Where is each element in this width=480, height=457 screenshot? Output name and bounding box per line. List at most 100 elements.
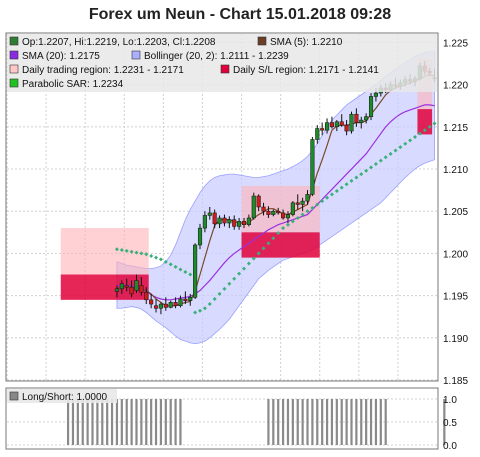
long-short-panel: 0.0 0.5 1.0 Long/Short: 1.0000 xyxy=(5,387,457,452)
candle-body xyxy=(285,214,291,219)
sar-point xyxy=(276,231,281,236)
legend-swatch-sl-region xyxy=(220,64,230,74)
candle xyxy=(354,108,359,127)
candle xyxy=(227,216,232,229)
sar-point xyxy=(398,145,403,150)
sar-point xyxy=(202,306,207,311)
long-short-bar xyxy=(81,399,84,445)
candle xyxy=(339,114,344,127)
sar-point xyxy=(427,124,432,129)
long-short-bar xyxy=(179,399,182,445)
candle-body xyxy=(217,217,222,225)
candle xyxy=(139,277,144,296)
long-short-bar xyxy=(281,399,285,445)
parabolic-sar-points xyxy=(114,121,437,315)
candle-body xyxy=(129,286,134,295)
legend-trading-region: Daily trading region: 1.2231 - 1.2171 xyxy=(22,65,184,76)
candle-body xyxy=(354,113,359,123)
candle xyxy=(359,116,364,129)
sar-point xyxy=(354,175,359,180)
long-short-bar xyxy=(164,399,167,445)
candle xyxy=(237,217,242,230)
sar-point xyxy=(300,212,305,217)
sub-y-tick-label: 0.0 xyxy=(443,441,457,452)
long-short-bar xyxy=(169,399,172,445)
candle-body xyxy=(222,217,227,224)
candle xyxy=(114,285,119,298)
candle xyxy=(144,287,149,305)
trading-region xyxy=(60,228,149,275)
sar-point xyxy=(359,172,364,177)
candle xyxy=(285,211,291,224)
long-short-bar xyxy=(330,399,334,445)
candle-body xyxy=(232,219,237,227)
sma20-line xyxy=(116,104,435,301)
candle-body xyxy=(241,221,247,225)
sub-y-tick-label: 0.5 xyxy=(443,418,457,429)
candle-body xyxy=(119,283,124,290)
long-short-bar xyxy=(286,399,290,445)
long-short-axis: 0.0 0.5 1.0 xyxy=(443,395,457,452)
candle xyxy=(193,243,198,299)
sar-point xyxy=(422,128,427,133)
legend-swatch-bollinger xyxy=(131,50,141,60)
legend-sl-region: Daily S/L region: 1.2171 - 1.2141 xyxy=(233,65,379,76)
long-short-bar xyxy=(66,399,70,445)
candle xyxy=(271,209,276,217)
long-short-bar xyxy=(110,399,114,445)
legend-ohlc: Op:1.2207, Hi:1.2219, Lo:1.2203, Cl:1.22… xyxy=(22,37,216,48)
candle-body xyxy=(325,122,330,131)
y-tick-label: 1.185 xyxy=(443,376,468,387)
candle xyxy=(320,122,325,136)
candle-body xyxy=(168,302,173,308)
long-short-bar xyxy=(365,399,368,445)
candle xyxy=(129,280,134,298)
candle-body xyxy=(163,303,168,308)
candle-body xyxy=(246,217,251,225)
y-tick-label: 1.190 xyxy=(443,334,468,345)
legend-sma5: SMA (5): 1.2210 xyxy=(270,37,343,48)
legend-sar: Parabolic SAR: 1.2234 xyxy=(22,79,124,90)
candle xyxy=(344,120,349,136)
sar-point xyxy=(227,281,232,286)
sar-point xyxy=(144,252,149,257)
long-short-bar xyxy=(325,399,329,445)
long-short-bar xyxy=(71,399,75,445)
sar-point xyxy=(119,248,124,253)
candle xyxy=(183,291,188,305)
sar-point xyxy=(344,182,349,187)
long-short-bar xyxy=(159,399,163,445)
candle-body xyxy=(202,215,207,229)
long-short-bar xyxy=(369,399,373,445)
candle-body xyxy=(339,121,344,126)
sar-point xyxy=(217,291,222,296)
candle-body xyxy=(261,206,266,212)
candle xyxy=(310,136,315,197)
candle xyxy=(266,206,271,218)
long-short-bar xyxy=(301,399,304,445)
sar-point xyxy=(417,131,422,136)
long-short-bar xyxy=(86,399,89,445)
long-short-bar xyxy=(321,399,324,445)
candle xyxy=(281,209,286,220)
sar-point xyxy=(413,134,418,139)
long-short-bar xyxy=(345,399,348,445)
long-short-bar xyxy=(267,399,270,445)
sar-point xyxy=(383,155,388,160)
sar-point xyxy=(393,148,398,153)
legend-swatch-sma20 xyxy=(9,50,19,60)
sar-point xyxy=(139,251,144,256)
candle-body xyxy=(197,227,203,246)
sar-point xyxy=(349,178,354,183)
candle-body xyxy=(368,96,374,117)
candle xyxy=(119,280,124,294)
sar-point xyxy=(241,266,246,271)
candle-body xyxy=(329,122,334,128)
candle-body xyxy=(359,119,364,123)
legend-bollinger: Bollinger (20, 2): 1.2111 - 1.2239 xyxy=(144,51,289,62)
sar-point xyxy=(237,271,242,276)
candle xyxy=(149,293,154,309)
y-tick-label: 1.205 xyxy=(443,207,468,218)
sar-point xyxy=(149,253,154,258)
candle-body xyxy=(212,212,217,225)
